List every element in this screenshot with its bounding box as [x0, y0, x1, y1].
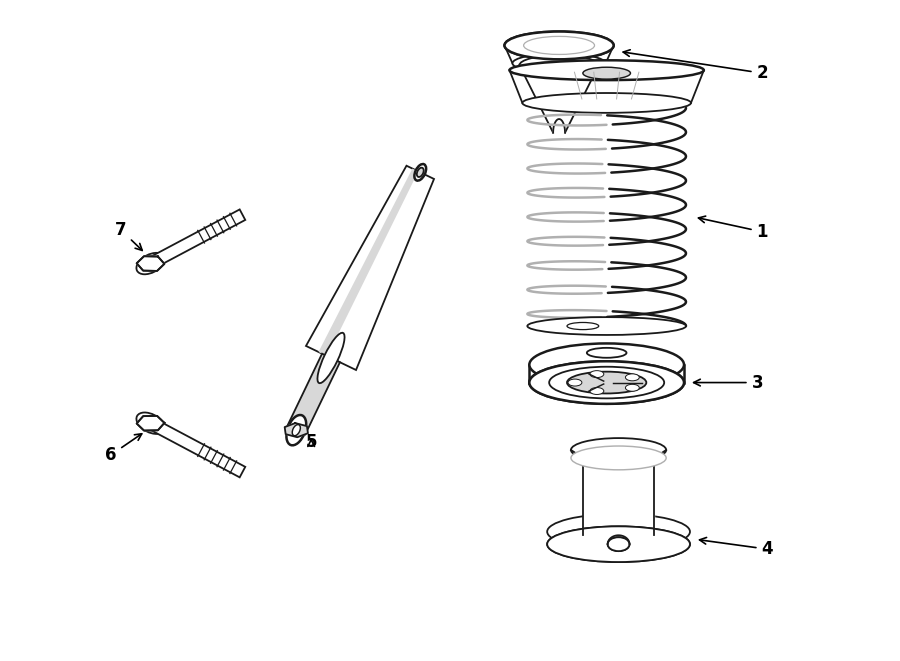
Ellipse shape — [505, 32, 614, 59]
Ellipse shape — [286, 415, 306, 446]
Polygon shape — [583, 458, 654, 535]
Ellipse shape — [583, 67, 631, 79]
Ellipse shape — [529, 344, 684, 386]
Polygon shape — [319, 169, 418, 356]
Text: 4: 4 — [699, 537, 773, 558]
Ellipse shape — [571, 438, 666, 462]
Polygon shape — [137, 416, 165, 430]
Polygon shape — [554, 119, 565, 133]
Ellipse shape — [590, 371, 604, 377]
Ellipse shape — [608, 537, 629, 551]
Ellipse shape — [567, 323, 598, 330]
Ellipse shape — [547, 514, 690, 549]
Ellipse shape — [512, 54, 606, 73]
Polygon shape — [137, 256, 165, 271]
Ellipse shape — [547, 526, 690, 562]
Polygon shape — [137, 416, 165, 430]
Polygon shape — [148, 210, 246, 269]
Polygon shape — [306, 166, 434, 370]
Ellipse shape — [137, 412, 165, 434]
Text: 6: 6 — [105, 434, 142, 464]
Ellipse shape — [137, 253, 165, 274]
Ellipse shape — [529, 362, 684, 404]
Text: 5: 5 — [305, 433, 317, 451]
Polygon shape — [284, 423, 308, 437]
Ellipse shape — [549, 367, 664, 399]
Ellipse shape — [529, 362, 684, 404]
Ellipse shape — [626, 384, 639, 391]
Ellipse shape — [587, 348, 626, 358]
Ellipse shape — [568, 379, 582, 386]
Ellipse shape — [519, 56, 598, 75]
Text: 3: 3 — [694, 373, 763, 391]
Ellipse shape — [590, 387, 604, 395]
Ellipse shape — [417, 168, 424, 177]
Ellipse shape — [522, 93, 691, 113]
Ellipse shape — [292, 424, 301, 436]
Text: 7: 7 — [115, 221, 142, 251]
Ellipse shape — [414, 164, 426, 180]
Ellipse shape — [549, 367, 664, 399]
Ellipse shape — [567, 371, 646, 393]
Ellipse shape — [527, 317, 686, 335]
Ellipse shape — [567, 371, 646, 393]
Polygon shape — [137, 256, 165, 271]
Ellipse shape — [626, 374, 639, 381]
Polygon shape — [148, 418, 246, 477]
Text: 2: 2 — [623, 50, 769, 82]
Ellipse shape — [505, 32, 614, 59]
Text: 1: 1 — [698, 216, 768, 241]
Ellipse shape — [608, 537, 629, 551]
Ellipse shape — [318, 332, 345, 383]
Ellipse shape — [509, 60, 704, 80]
Ellipse shape — [524, 36, 595, 54]
Ellipse shape — [547, 526, 690, 562]
Ellipse shape — [571, 446, 666, 470]
Ellipse shape — [534, 60, 585, 74]
Polygon shape — [287, 354, 340, 434]
